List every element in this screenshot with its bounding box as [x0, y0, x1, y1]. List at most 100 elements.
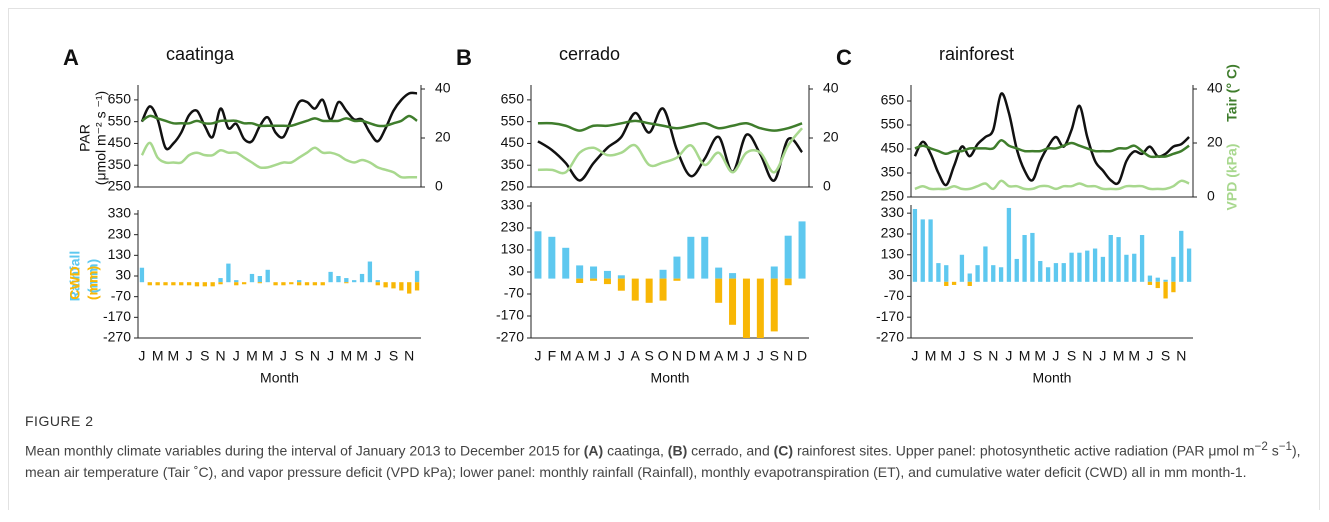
x-tick-label: J — [1005, 348, 1012, 364]
bar — [367, 261, 373, 283]
line — [914, 179, 1190, 191]
bar — [399, 282, 404, 291]
y-tick-label: 650 — [501, 91, 525, 107]
bar — [576, 278, 584, 283]
line — [537, 107, 804, 182]
x-tick-label: S — [200, 348, 209, 364]
bar — [673, 256, 681, 279]
bar — [687, 236, 695, 279]
y-tick-label: 230 — [881, 225, 905, 241]
x-tick-label: J — [1146, 348, 1153, 364]
y-tick-label: 450 — [501, 134, 525, 150]
line — [141, 114, 418, 128]
bar — [171, 282, 176, 286]
bar — [218, 278, 223, 283]
x-tick-label: M — [1034, 348, 1046, 364]
bar — [383, 282, 388, 288]
x-tick-label: N — [1082, 348, 1092, 364]
y-axis-title: PAR — [77, 124, 93, 152]
x-tick-label: M — [168, 348, 180, 364]
x-tick-label: J — [186, 348, 193, 364]
bar — [1045, 267, 1051, 282]
y-axis-title: (mm) — [85, 259, 101, 293]
caption-text: cerrado, and — [687, 442, 774, 459]
bar — [742, 278, 750, 338]
bar — [1171, 281, 1176, 293]
caption-label: FIGURE 2 — [25, 413, 94, 429]
y-axis-title: (mm) — [85, 266, 101, 300]
x-tick-label: D — [797, 348, 807, 364]
bar — [226, 263, 231, 283]
x-tick-label: M — [1019, 348, 1031, 364]
bar — [312, 282, 318, 286]
x-tick-label: J — [958, 348, 965, 364]
y2-axis-title: VPD (kPa) — [1224, 144, 1240, 211]
caption-text: −1 — [1278, 440, 1293, 453]
bar — [1163, 281, 1168, 299]
bar — [1038, 261, 1043, 282]
panel-title: rainforest — [939, 44, 1014, 64]
y-tick-label: -170 — [496, 307, 524, 323]
bar — [617, 278, 625, 291]
x-tick-label: J — [743, 348, 750, 364]
y-tick-label: 550 — [501, 112, 525, 128]
bar — [1022, 235, 1027, 282]
bar — [967, 281, 972, 286]
x-tick-label: N — [672, 348, 682, 364]
panel-label: B — [456, 45, 472, 70]
bar — [320, 282, 325, 286]
bar — [548, 236, 556, 279]
y-tick-label: 230 — [501, 219, 525, 235]
x-tick-label: N — [310, 348, 320, 364]
x-tick-label: D — [686, 348, 696, 364]
bar — [1053, 263, 1059, 282]
bar — [991, 265, 996, 282]
y-tick-label: 130 — [108, 246, 132, 262]
bar — [715, 278, 723, 303]
x-tick-label: S — [1067, 348, 1076, 364]
bar — [257, 282, 263, 284]
bar — [359, 273, 365, 283]
y-tick-label: -270 — [103, 329, 131, 345]
bar — [1147, 281, 1153, 285]
x-tick-label: J — [618, 348, 625, 364]
x-tick-label: O — [658, 348, 669, 364]
x-tick-label: N — [404, 348, 414, 364]
y-axis-title: (μmol m⁻² s ⁻¹) — [93, 91, 109, 185]
line — [913, 92, 1190, 187]
bar — [1171, 256, 1176, 282]
bar — [202, 282, 207, 287]
x-tick-label: F — [548, 348, 557, 364]
x-tick-label: M — [1128, 348, 1140, 364]
x-tick-label: J — [757, 348, 764, 364]
bar — [210, 282, 215, 287]
bar — [1085, 250, 1090, 282]
y-tick-label: 450 — [881, 140, 905, 156]
caption-text: Mean monthly climate variables during th… — [25, 442, 584, 459]
bar — [920, 219, 925, 282]
bar — [179, 282, 184, 286]
bar — [139, 267, 145, 283]
bar — [756, 278, 764, 338]
y-axis-title: Rainfall — [67, 251, 83, 302]
y2-tick-label: 20 — [823, 129, 839, 145]
bar — [1069, 252, 1074, 282]
bar — [1014, 258, 1019, 282]
x-tick-label: J — [534, 348, 541, 364]
y2-tick-label: 0 — [1207, 188, 1215, 204]
bar — [1030, 232, 1035, 282]
bar — [234, 280, 239, 283]
x-tick-label: J — [280, 348, 287, 364]
bar — [147, 282, 152, 286]
y-tick-label: 30 — [115, 267, 131, 283]
y-tick-label: 30 — [508, 263, 524, 279]
x-axis-title: Month — [651, 370, 690, 386]
bar — [998, 267, 1004, 282]
y-tick-label: 330 — [108, 205, 132, 221]
x-tick-label: S — [973, 348, 982, 364]
y-tick-label: -170 — [876, 308, 904, 324]
bar — [645, 278, 653, 303]
x-axis-title: Month — [260, 370, 299, 386]
